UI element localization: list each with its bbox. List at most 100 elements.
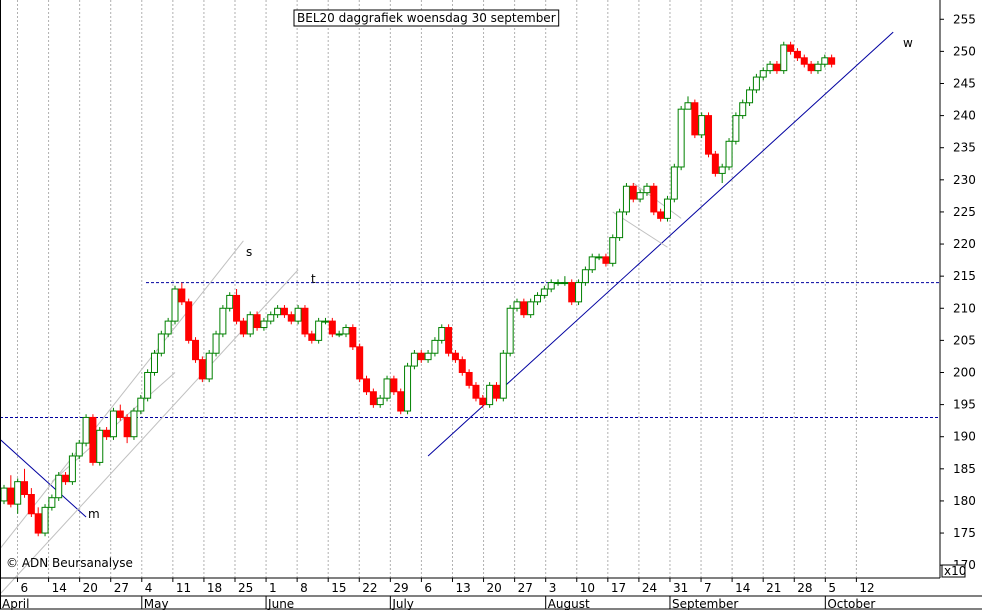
candle-body xyxy=(629,185,637,200)
candle-body xyxy=(793,50,801,59)
candle xyxy=(568,279,576,306)
candle-body xyxy=(424,352,432,361)
y-tick-label: 180 xyxy=(953,494,976,508)
candle-body xyxy=(622,185,630,213)
candle xyxy=(308,330,316,344)
x-tick-label: 14 xyxy=(52,581,67,595)
candle xyxy=(643,183,651,196)
candle xyxy=(711,150,719,177)
candles xyxy=(0,41,836,537)
candle-body xyxy=(328,320,336,335)
candle xyxy=(404,362,412,415)
candle-body xyxy=(445,327,453,354)
chart-title-box: BEL20 daggrafiek woensdag 30 september xyxy=(293,9,560,27)
candle xyxy=(527,298,535,318)
candle-body xyxy=(752,76,760,91)
candle xyxy=(89,414,97,466)
candle-body xyxy=(7,487,15,505)
candle xyxy=(622,183,630,216)
candle xyxy=(280,305,288,318)
candle-body xyxy=(677,108,685,168)
x-tick-label: 31 xyxy=(673,581,688,595)
candle-body xyxy=(192,339,200,361)
candle xyxy=(581,266,589,286)
candle-body xyxy=(62,474,70,483)
candle-body xyxy=(534,294,542,303)
candle xyxy=(328,317,336,338)
month-label: October xyxy=(827,597,875,610)
candle xyxy=(492,382,500,402)
candle-body xyxy=(540,288,548,296)
candle-body xyxy=(89,416,97,463)
candle-body xyxy=(150,352,158,373)
candle-body xyxy=(233,294,241,322)
candle xyxy=(27,488,35,517)
candle xyxy=(670,163,678,203)
candle-body xyxy=(506,307,514,354)
candle xyxy=(752,73,760,94)
candle xyxy=(609,234,617,267)
x-tick-label: 24 xyxy=(642,581,657,595)
x-tick-label: 28 xyxy=(797,581,812,595)
candle xyxy=(547,279,555,293)
candle-body xyxy=(602,256,610,264)
candle-body xyxy=(274,307,282,316)
trend-lines xyxy=(0,31,894,595)
candle-body xyxy=(554,282,562,285)
candle-body xyxy=(376,397,384,406)
month-label: June xyxy=(267,597,294,610)
candle-body xyxy=(828,57,836,65)
candle xyxy=(198,356,206,383)
month-label: April xyxy=(2,597,29,610)
candle-body xyxy=(390,378,398,393)
candle-body xyxy=(821,57,829,65)
candle xyxy=(807,61,815,74)
candle-body xyxy=(595,256,603,259)
y-tick-label: 235 xyxy=(953,141,976,155)
candle xyxy=(246,311,254,338)
candle-body xyxy=(349,327,357,348)
candle xyxy=(650,183,658,216)
candle-body xyxy=(698,115,706,136)
candle-body xyxy=(321,320,329,323)
candle xyxy=(253,311,261,331)
candle-body xyxy=(766,63,774,72)
candle xyxy=(103,427,111,440)
candle-body xyxy=(137,397,145,412)
candle-body xyxy=(499,352,507,399)
candle xyxy=(205,350,213,383)
candle xyxy=(821,54,829,68)
candle-body xyxy=(404,365,412,412)
x-tick-label: 1 xyxy=(269,581,277,595)
candle xyxy=(267,311,275,325)
candle-body xyxy=(219,307,227,335)
candle-body xyxy=(581,269,589,284)
annotation-label: t xyxy=(311,272,316,286)
y-tick-label: 215 xyxy=(953,269,976,283)
candle xyxy=(431,337,439,357)
month-label: September xyxy=(672,597,738,610)
candle-body xyxy=(636,192,644,200)
candle-body xyxy=(34,513,42,534)
candle-body xyxy=(116,410,124,418)
candle-body xyxy=(212,333,220,354)
y-tick-label: 175 xyxy=(953,526,976,540)
candle-body xyxy=(739,102,747,117)
candle xyxy=(369,388,377,408)
y-tick-label: 185 xyxy=(953,462,976,476)
annotation-label: s xyxy=(246,245,252,259)
candle-body xyxy=(171,288,179,322)
candle xyxy=(520,298,528,318)
x-tick-label: 20 xyxy=(83,581,98,595)
candle-body xyxy=(123,416,131,438)
x-tick-label: 22 xyxy=(362,581,377,595)
downtrend-line-m xyxy=(0,438,87,518)
candle xyxy=(178,282,186,306)
candle xyxy=(185,298,193,344)
candle xyxy=(636,189,644,203)
candle xyxy=(472,382,480,402)
candle xyxy=(109,407,117,440)
candle-body xyxy=(239,320,247,335)
candle xyxy=(212,330,220,357)
